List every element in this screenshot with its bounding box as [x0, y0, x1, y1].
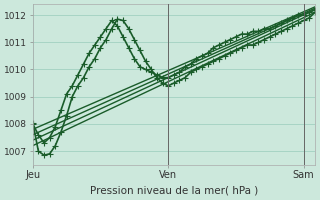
- X-axis label: Pression niveau de la mer( hPa ): Pression niveau de la mer( hPa ): [90, 186, 258, 196]
